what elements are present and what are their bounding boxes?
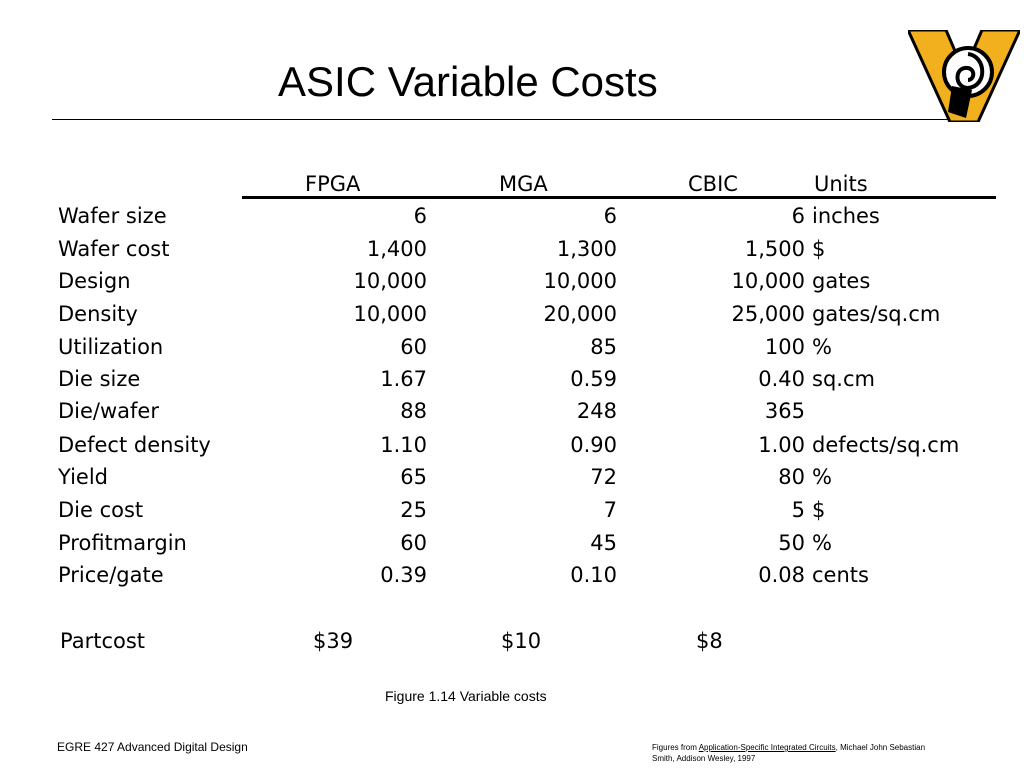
source-credit: Figures from Application-Specific Integr… — [652, 742, 982, 764]
row-label: Die size — [58, 367, 141, 391]
cell-cbic: 0.40 — [758, 367, 805, 391]
logo-ram-head — [948, 86, 972, 118]
cell-units: % — [812, 465, 832, 489]
cell-mga: 0.10 — [570, 563, 617, 587]
cell-fpga: 10,000 — [353, 269, 427, 293]
cell-mga: 1,300 — [556, 237, 617, 261]
cell-cbic: 80 — [778, 465, 805, 489]
cell-fpga: 60 — [400, 335, 427, 359]
cell-mga: 45 — [590, 531, 617, 555]
cell-cbic: 25,000 — [731, 302, 805, 326]
slide-title: ASIC Variable Costs — [278, 58, 658, 105]
row-label: Yield — [58, 465, 108, 489]
cell-mga: 7 — [603, 498, 617, 522]
cell-units: % — [812, 335, 832, 359]
cell-units: cents — [812, 563, 869, 587]
cell-cbic: 1.00 — [758, 433, 805, 457]
total-mga: $10 — [501, 629, 542, 653]
cell-mga: 20,000 — [543, 302, 617, 326]
cell-mga: 10,000 — [543, 269, 617, 293]
cell-cbic: 5 — [791, 498, 805, 522]
header-cbic: CBIC — [688, 172, 738, 196]
cell-cbic: 1,500 — [744, 237, 805, 261]
cell-cbic: 365 — [764, 399, 805, 423]
header-fpga: FPGA — [305, 172, 361, 196]
header-mga: MGA — [499, 172, 548, 196]
cell-mga: 85 — [590, 335, 617, 359]
cell-fpga: 1,400 — [366, 237, 427, 261]
cell-units: $ — [812, 498, 826, 522]
cell-units: gates/sq.cm — [812, 302, 941, 326]
cell-cbic: 0.08 — [758, 563, 805, 587]
row-label: Design — [58, 269, 131, 293]
figure-caption: Figure 1.14 Variable costs — [385, 688, 547, 704]
total-cbic: $8 — [696, 629, 723, 653]
cell-fpga: 60 — [400, 531, 427, 555]
university-logo — [908, 30, 1020, 122]
cell-fpga: 1.67 — [380, 367, 427, 391]
row-label: Utilization — [58, 335, 164, 359]
cell-units: gates — [812, 269, 871, 293]
row-label: Price/gate — [58, 563, 164, 587]
credit-authors: , Michael John Sebastian — [835, 743, 926, 752]
row-label: Defect density — [58, 433, 211, 457]
cell-mga: 0.59 — [570, 367, 617, 391]
cell-cbic: 50 — [778, 531, 805, 555]
cell-mga: 248 — [576, 399, 617, 423]
cell-cbic: 100 — [764, 335, 805, 359]
cell-units: $ — [812, 237, 826, 261]
cell-fpga: 0.39 — [380, 563, 427, 587]
book-title-link[interactable]: Application-Specific Integrated Circuits — [698, 743, 836, 752]
cell-fpga: 10,000 — [353, 302, 427, 326]
header-units: Units — [814, 172, 868, 196]
cell-units: defects/sq.cm — [812, 433, 960, 457]
row-label: Wafer cost — [58, 237, 170, 261]
cell-fpga: 65 — [400, 465, 427, 489]
cell-mga: 6 — [603, 204, 617, 228]
row-label: Density — [58, 302, 138, 326]
cell-units: sq.cm — [812, 367, 875, 391]
row-label: Die cost — [58, 498, 144, 522]
credit-publisher: Smith, Addison Wesley, 1997 — [652, 754, 756, 763]
cell-cbic: 6 — [791, 204, 805, 228]
cell-fpga: 88 — [400, 399, 427, 423]
cell-fpga: 25 — [400, 498, 427, 522]
row-label: Wafer size — [58, 204, 167, 228]
row-label: Die/wafer — [58, 399, 159, 423]
logo-ram-horn-spiral — [955, 52, 985, 91]
title-divider — [52, 119, 972, 120]
course-footer: EGRE 427 Advanced Digital Design — [57, 740, 248, 754]
cell-units: % — [812, 531, 832, 555]
cell-mga: 0.90 — [570, 433, 617, 457]
cell-cbic: 10,000 — [731, 269, 805, 293]
total-label: Partcost — [60, 629, 146, 653]
cell-units: inches — [812, 204, 880, 228]
header-divider — [242, 196, 996, 199]
total-fpga: $39 — [313, 629, 354, 653]
cell-fpga: 6 — [413, 204, 427, 228]
cell-fpga: 1.10 — [380, 433, 427, 457]
row-label: Profitmargin — [58, 531, 187, 555]
cell-mga: 72 — [590, 465, 617, 489]
credit-prefix: Figures from — [652, 743, 699, 752]
